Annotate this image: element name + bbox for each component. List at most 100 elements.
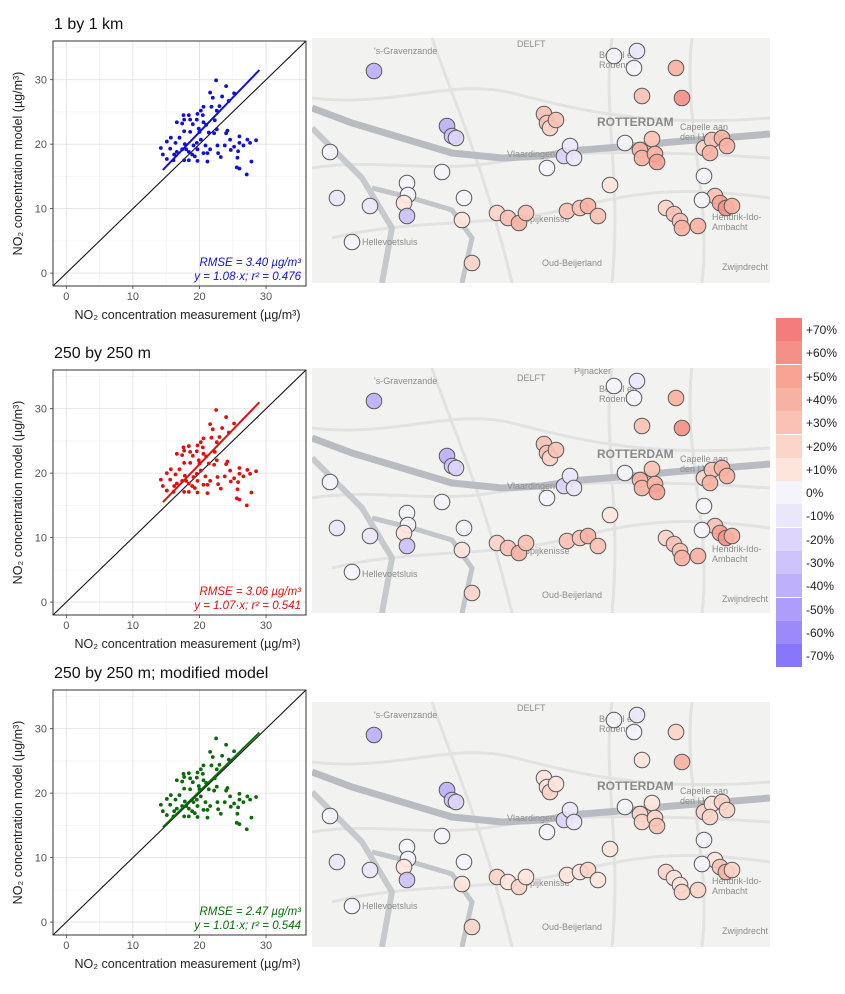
y-tick-label: 0 <box>41 917 47 929</box>
legend-label: +30% <box>806 416 838 431</box>
data-point <box>241 800 246 805</box>
data-point <box>218 486 223 491</box>
data-point <box>164 157 169 161</box>
data-point <box>237 471 242 476</box>
data-point <box>168 477 173 482</box>
station-marker <box>565 149 583 167</box>
station-marker <box>648 483 666 501</box>
data-point <box>182 489 187 494</box>
station-marker <box>723 197 741 215</box>
data-point <box>195 490 200 495</box>
station-marker <box>453 875 471 893</box>
data-point <box>218 811 223 816</box>
data-point <box>248 140 252 145</box>
data-point <box>194 471 199 476</box>
map-place-label: Vlaardingen <box>507 813 555 823</box>
legend-swatch <box>776 318 802 341</box>
legend-swatch <box>776 644 802 668</box>
data-point <box>168 793 173 797</box>
data-point <box>168 135 173 140</box>
data-point <box>195 159 200 163</box>
station-marker <box>463 584 481 602</box>
station-marker <box>648 817 666 835</box>
station-marker <box>643 460 661 478</box>
data-point <box>237 140 242 145</box>
map-250m-modified: 's-GravenzandeDELFTBerkel enRodenrijsROT… <box>312 702 770 947</box>
data-point <box>188 117 193 122</box>
map-place-label: Hendrik-Ido- <box>712 212 762 222</box>
data-point <box>173 140 178 145</box>
data-point <box>254 795 258 799</box>
data-point <box>200 113 205 118</box>
y-tick-label: 20 <box>35 139 47 151</box>
station-marker <box>398 207 416 225</box>
data-point <box>232 476 236 481</box>
station-marker <box>718 801 736 819</box>
annotation-fit: y = 1.07·x; r² = 0.541 <box>193 600 301 612</box>
data-point <box>206 787 211 792</box>
map-place-label: Vlaardingen <box>507 149 555 159</box>
station-marker <box>433 827 451 845</box>
data-point <box>208 478 213 483</box>
map-place-label: Zwijndrecht <box>722 926 769 936</box>
map-river <box>312 768 770 826</box>
y-axis-label: NO₂ concentration model (µg/m³) <box>11 401 25 585</box>
map-river <box>312 104 770 162</box>
data-point <box>190 809 195 814</box>
map-place-label: Vlaardingen <box>507 481 555 491</box>
data-point <box>186 806 191 811</box>
data-point <box>201 778 206 783</box>
station-marker <box>643 794 661 812</box>
legend-label: -60% <box>806 625 835 640</box>
map-place-label: Pijnacker <box>574 368 611 376</box>
data-point <box>203 800 208 805</box>
data-point <box>174 481 179 486</box>
data-point <box>174 149 179 154</box>
data-point <box>237 497 242 502</box>
station-marker <box>693 855 711 873</box>
map-place-label: DELFT <box>517 703 546 713</box>
data-point <box>245 794 250 799</box>
data-point <box>209 763 214 768</box>
station-marker <box>361 197 379 215</box>
data-point <box>248 471 252 476</box>
station-marker <box>643 130 661 148</box>
station-marker <box>718 137 736 155</box>
station-marker <box>328 853 346 871</box>
y-axis-label: NO₂ concentration model (µg/m³) <box>11 72 25 256</box>
data-point <box>214 440 219 445</box>
station-marker <box>673 419 691 437</box>
map-place-label: Rodenrijs <box>599 394 638 404</box>
station-marker <box>453 211 471 229</box>
station-marker <box>343 233 361 251</box>
y-tick-label: 30 <box>35 75 47 87</box>
data-point <box>182 786 187 791</box>
data-point <box>244 172 249 177</box>
map-water <box>371 515 475 613</box>
data-point <box>205 808 210 812</box>
data-point <box>237 466 242 470</box>
station-marker <box>689 547 707 565</box>
legend-label: -70% <box>806 649 835 664</box>
map-250m: 's-GravenzandeDELFTPijnackerBerkel enRod… <box>312 368 770 613</box>
station-marker <box>447 459 465 477</box>
station-marker <box>616 798 634 816</box>
x-tick-label: 0 <box>63 940 69 952</box>
data-point <box>228 479 233 484</box>
map-place-label: Spijkenisse <box>524 878 570 888</box>
data-point <box>173 472 178 477</box>
station-marker <box>633 87 651 105</box>
data-point <box>182 473 187 478</box>
scatter-plot-250m: 0 10 20 30 0 10 20 30 RMSE = 3.06 µg/m³ y = 1.07·… <box>11 369 307 651</box>
legend-label: -30% <box>806 556 835 570</box>
data-point <box>194 140 199 145</box>
station-marker <box>455 189 473 207</box>
data-point <box>228 148 233 152</box>
map-water <box>371 185 475 283</box>
fit-line <box>162 731 261 829</box>
data-point <box>177 135 182 140</box>
legend-swatch <box>776 597 802 621</box>
data-point <box>205 815 210 820</box>
data-point <box>232 801 236 806</box>
data-point <box>177 467 182 472</box>
